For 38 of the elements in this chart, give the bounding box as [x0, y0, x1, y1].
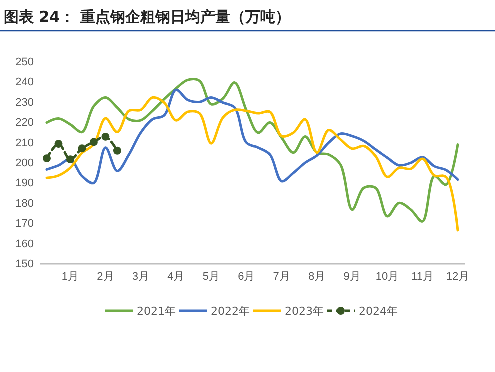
- y-tick-label: 250: [16, 56, 34, 69]
- y-tick-label: 200: [16, 158, 34, 170]
- chart-title: 图表 24： 重点钢企粗钢日均产量（万吨）: [4, 8, 290, 26]
- x-tick-label: 8月: [308, 270, 326, 283]
- y-tick-label: 190: [16, 178, 34, 190]
- legend-label: 2022年: [211, 305, 250, 318]
- line-series: [46, 96, 460, 232]
- x-tick-label: 3月: [132, 270, 150, 283]
- point: [102, 132, 110, 141]
- y-tick-label: 180: [16, 198, 34, 210]
- point: [43, 154, 51, 163]
- x-tick-label: 7月: [273, 270, 290, 283]
- point: [66, 156, 74, 164]
- x-tick-label: 6月: [238, 270, 256, 283]
- x-tick-label: 4月: [168, 270, 185, 283]
- point: [78, 144, 86, 153]
- x-tick-label: 11月: [412, 270, 434, 283]
- legend-label: 2023年: [285, 305, 324, 318]
- x-tick-label: 10月: [376, 270, 400, 283]
- y-tick-label: 230: [16, 96, 34, 109]
- point: [113, 146, 122, 155]
- point: [54, 140, 63, 148]
- y-tick-label: 150: [16, 258, 34, 271]
- line-series: [46, 88, 460, 184]
- y-tick-label: 160: [16, 238, 34, 250]
- x-tick-label: 2月: [97, 270, 114, 283]
- y-tick-label: 220: [16, 117, 34, 130]
- x-tick-label: 5月: [202, 270, 220, 283]
- x-tick-label: 9月: [344, 270, 361, 283]
- line-series: [46, 78, 460, 223]
- y-tick-label: 210: [16, 137, 34, 150]
- x-tick-label: 1月: [62, 270, 80, 283]
- point: [90, 138, 98, 146]
- x-tick-label: 12月: [446, 270, 470, 283]
- y-tick-label: 170: [16, 218, 34, 230]
- legend-label: 2021年: [137, 305, 176, 318]
- y-tick-label: 240: [16, 76, 34, 89]
- legend-label: 2024年: [359, 305, 398, 318]
